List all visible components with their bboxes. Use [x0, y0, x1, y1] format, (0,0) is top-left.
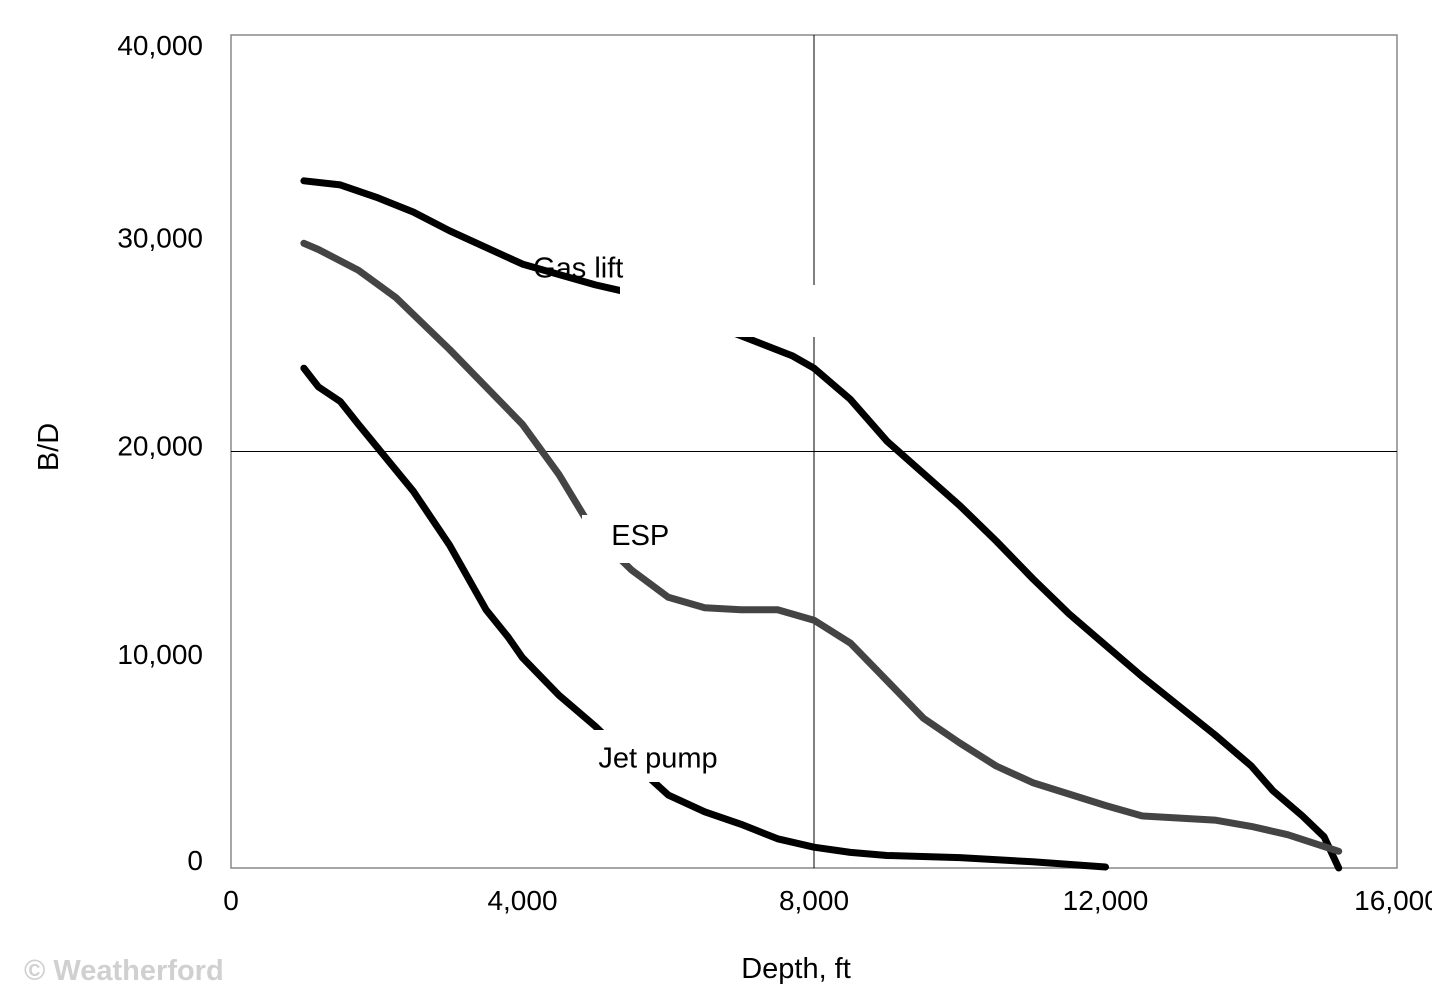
y-tick-label: 10,000 [117, 639, 203, 670]
watermark: © Weatherford [24, 955, 224, 987]
x-axis-label: Depth, ft [741, 953, 851, 985]
annotation-label: ESP [611, 520, 669, 552]
y-tick-label: 30,000 [117, 222, 203, 253]
x-tick-label: 16,000 [1354, 885, 1432, 916]
y-axis-label: B/D [33, 423, 65, 471]
series-line-esp [300, 239, 1343, 855]
x-tick-label: 12,000 [1063, 885, 1149, 916]
y-tick-label: 0 [187, 845, 203, 876]
series-line-gas-lift [300, 177, 1343, 872]
annotation-box [582, 515, 688, 563]
annotation-label: Gas lift [533, 252, 623, 284]
x-tick-label: 8,000 [779, 885, 849, 916]
annotation-label: Jet pump [598, 743, 717, 775]
x-tick-label: 0 [223, 885, 239, 916]
x-tick-label: 4,000 [487, 885, 557, 916]
annotation-box [620, 285, 840, 337]
y-tick-label: 20,000 [117, 431, 203, 462]
annotation-box [498, 730, 758, 782]
y-tick-label: 40,000 [117, 30, 203, 61]
